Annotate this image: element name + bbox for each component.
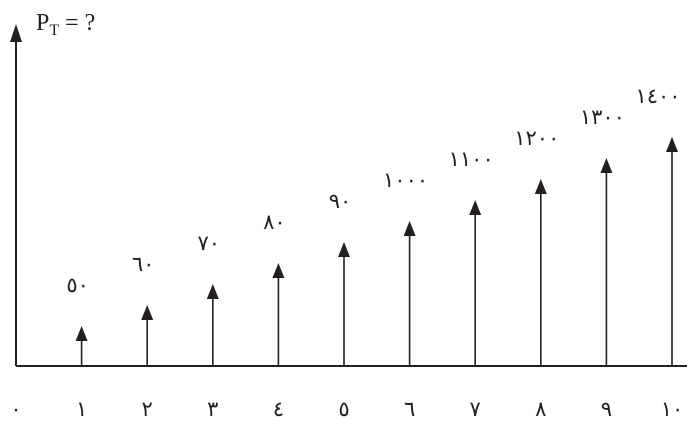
cash-flow-amount-3: ٧٠ xyxy=(198,231,221,255)
period-label-4: ٤ xyxy=(273,397,284,421)
cash-flow-arrow-icon xyxy=(534,179,547,194)
period-labels: ٠ ١ ٢ ٣ ٤ ٥ ٦ ٧ ٨ ٩ ١٠ xyxy=(10,397,683,421)
period-label-7: ٧ xyxy=(470,397,481,421)
cash-flow-amount-9: ١٣٠٠ xyxy=(580,105,625,129)
cash-flow-arrow-icon xyxy=(272,263,285,278)
vertical-axis-arrow-icon xyxy=(10,24,22,42)
period-label-6: ٦ xyxy=(404,397,415,421)
period-label-10: ١٠ xyxy=(661,397,684,421)
present-value-subscript: T xyxy=(49,22,59,39)
period-label-5: ٥ xyxy=(338,397,349,421)
cash-flow-arrow-icon xyxy=(206,284,219,299)
cash-flow-arrow-icon xyxy=(338,242,350,257)
period-label-9: ٩ xyxy=(601,397,612,421)
cash-flow-arrow-icon xyxy=(75,326,88,341)
cash-flow-amount-4: ٨٠ xyxy=(263,210,286,234)
cash-flow-arrow-icon xyxy=(403,221,416,236)
period-label-1: ١ xyxy=(76,397,87,421)
cash-flow-arrow-icon xyxy=(469,200,482,215)
period-label-2: ٢ xyxy=(142,397,153,421)
present-value-symbol: P xyxy=(36,10,49,36)
cash-flow-amount-6: ١٠٠٠ xyxy=(383,168,428,192)
period-label-0: ٠ xyxy=(10,397,21,421)
cash-flow-amount-8: ١٢٠٠ xyxy=(514,126,559,150)
cash-flow-arrows: ٥٠ ٦٠ ٧٠ ٨٠ ٩٠ ١٠٠٠ ١١٠٠ ١٢٠٠ ١٣٠٠ ١٤٠٠ xyxy=(66,84,681,366)
present-value-equals: = ? xyxy=(59,10,95,36)
cash-flow-amount-2: ٦٠ xyxy=(132,252,155,276)
period-label-3: ٣ xyxy=(207,397,218,421)
cash-flow-amount-5: ٩٠ xyxy=(329,189,352,213)
present-value-label: PT = ? xyxy=(36,10,95,39)
cash-flow-amount-7: ١١٠٠ xyxy=(449,147,494,171)
cash-flow-arrow-icon xyxy=(666,137,678,152)
cash-flow-arrow-icon xyxy=(600,158,613,173)
period-label-8: ٨ xyxy=(535,397,546,421)
cash-flow-arrow-icon xyxy=(141,305,154,320)
cash-flow-amount-10: ١٤٠٠ xyxy=(635,84,680,108)
cash-flow-amount-1: ٥٠ xyxy=(66,273,89,297)
